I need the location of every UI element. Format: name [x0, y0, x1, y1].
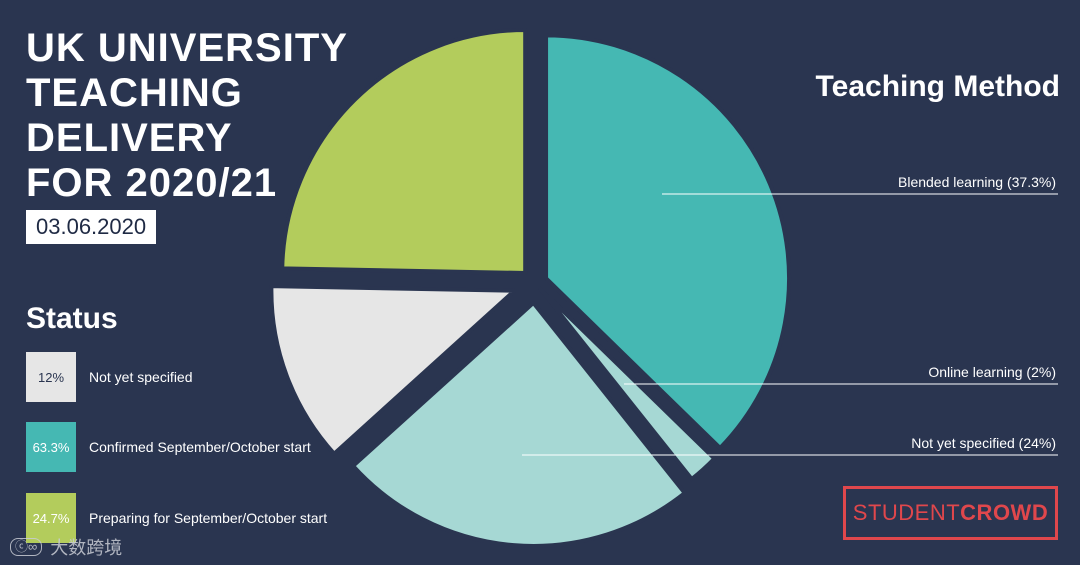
title-line: DELIVERY — [26, 116, 233, 160]
method-heading: Teaching Method — [815, 70, 1060, 103]
watermark: ⓒ∞ 大数跨境 — [10, 534, 122, 560]
status-swatch: 63.3% — [26, 422, 76, 472]
callout-label: Blended learning (37.3%) — [898, 174, 1056, 190]
status-legend-item: 63.3% Confirmed September/October start — [26, 422, 311, 472]
logo-text: STUDENT — [852, 500, 961, 525]
title-line: FOR 2020/21 — [26, 161, 278, 205]
status-swatch: 24.7% — [26, 493, 76, 543]
pie-slice-not-yet-specified — [269, 284, 517, 456]
pie-slice-not-yet-specified — [351, 300, 687, 548]
status-label: Preparing for September/October start — [89, 510, 328, 526]
page-title: UK UNIVERSITY TEACHING DELIVERY FOR 2020… — [26, 26, 348, 206]
status-label: Not yet specified — [89, 369, 193, 385]
status-legend-item: 12% Not yet specified — [26, 352, 193, 402]
status-heading: Status — [26, 302, 118, 335]
watermark-icon: ⓒ∞ — [10, 538, 43, 556]
status-legend-item: 24.7% Preparing for September/October st… — [26, 493, 327, 543]
studentcrowd-logo: STUDENT CROWD — [843, 486, 1058, 540]
title-line: TEACHING — [26, 71, 243, 115]
pie-slice-preparing-for-september-october-start — [280, 28, 528, 276]
date-badge: 03.06.2020 — [26, 210, 157, 244]
callout-label: Online learning (2%) — [928, 364, 1056, 380]
pie-slice-blended-learning — [544, 33, 791, 450]
title-line: UK UNIVERSITY — [26, 26, 348, 70]
status-label: Confirmed September/October start — [89, 439, 311, 455]
status-swatch: 12% — [26, 352, 76, 402]
logo-text-bold: CROWD — [960, 500, 1049, 525]
watermark-text: 大数跨境 — [50, 538, 123, 558]
callout-label: Not yet specified (24%) — [911, 435, 1056, 451]
